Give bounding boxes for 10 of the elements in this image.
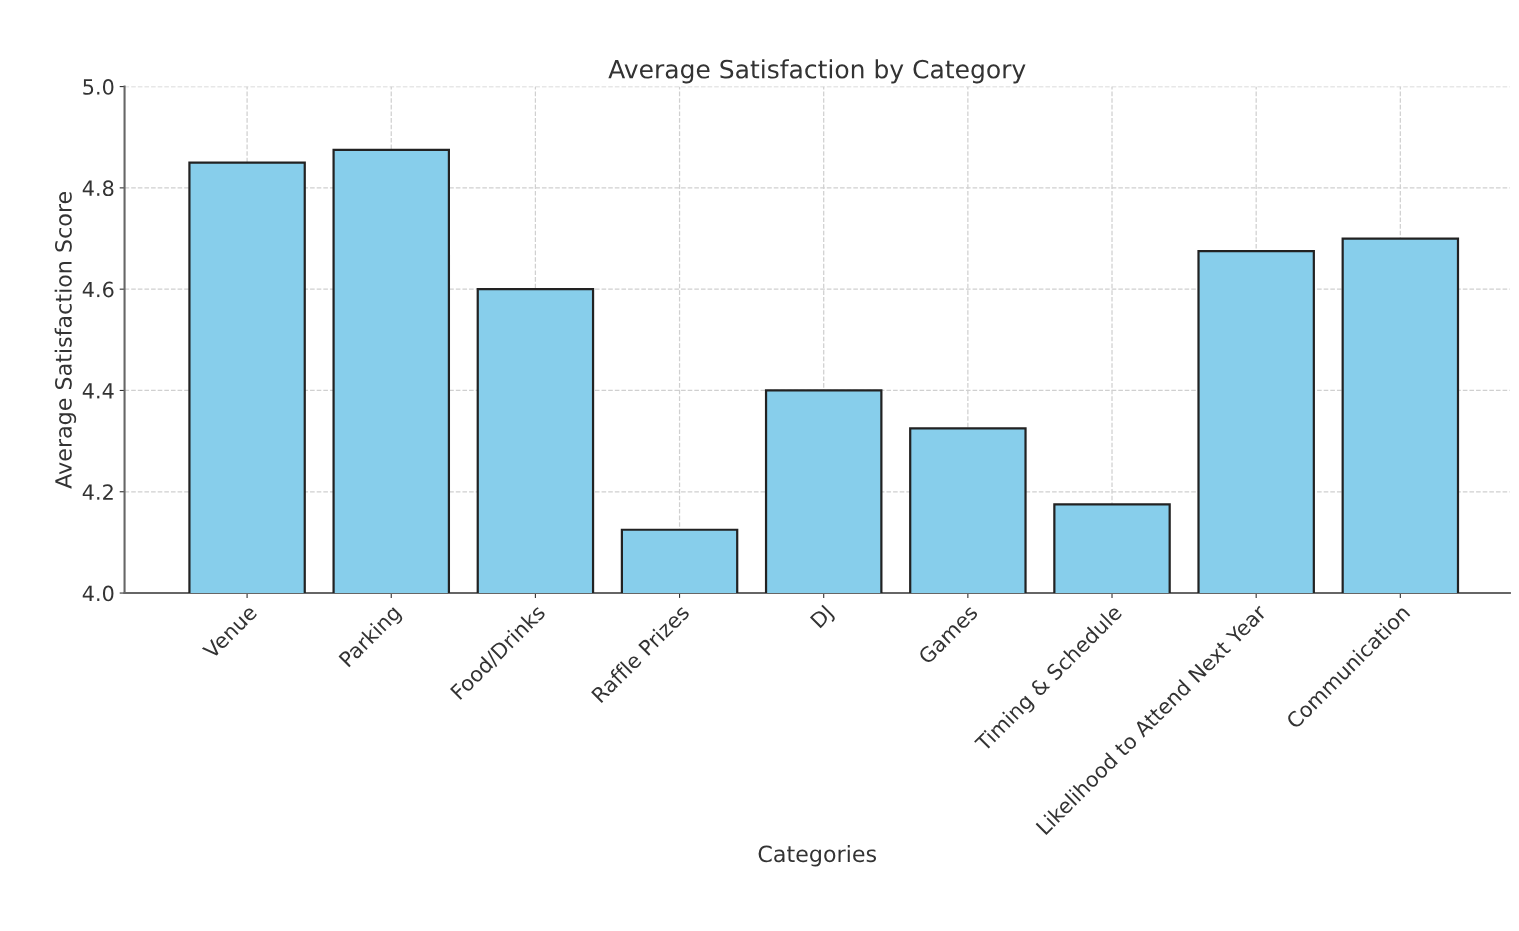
y-tick-label: 4.4 (82, 383, 114, 399)
x-axis-title: Categories (758, 845, 877, 867)
y-tick-label: 5.0 (83, 79, 114, 95)
y-axis-title: Average Satisfaction Score (54, 191, 77, 489)
chart-title: Average Satisfaction by Category (608, 59, 1026, 84)
y-tick-label: 4.6 (82, 281, 114, 298)
y-tick-label: 4.2 (82, 484, 113, 500)
y-tick-label: 4.0 (82, 585, 114, 602)
x-tick-label: DJ (809, 604, 837, 632)
y-tick-label: 4.8 (82, 180, 114, 197)
